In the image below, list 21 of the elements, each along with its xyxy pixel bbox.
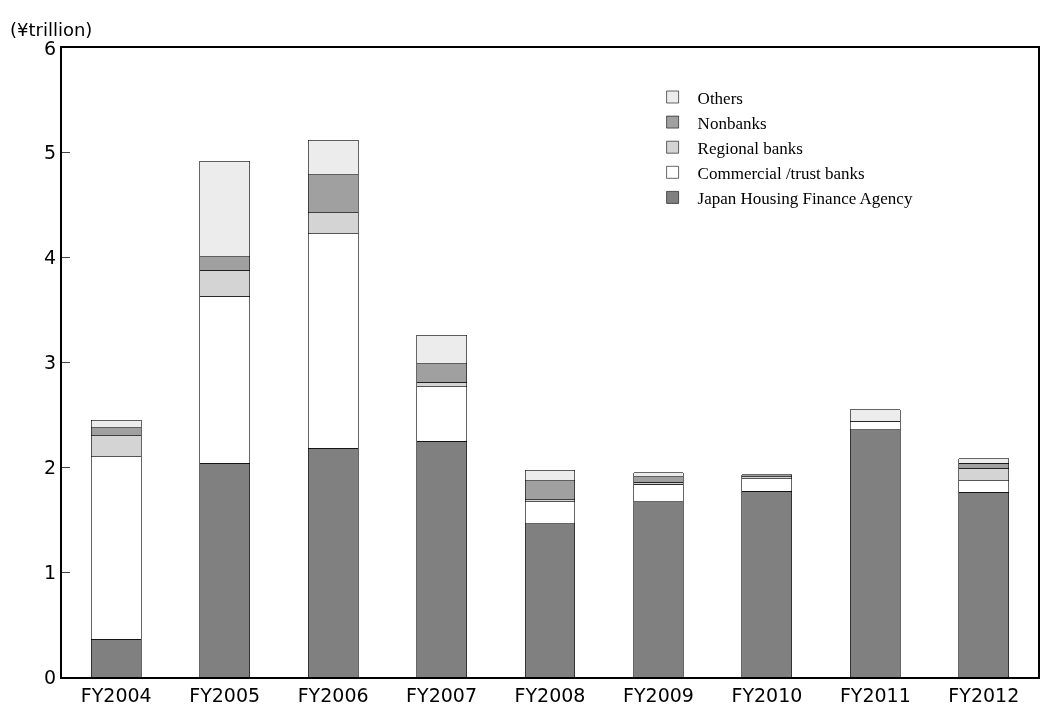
legend-label: Japan Housing Finance Agency [697,189,913,209]
x-tick-label: FY2006 [297,683,369,706]
y-tick-label: 2 [44,455,57,478]
y-tick-label: 5 [44,141,57,164]
x-tick-label: FY2011 [839,683,911,706]
x-tick-label: FY2010 [731,683,803,706]
legend-label: Commercial /trust banks [697,163,865,183]
legend-label: Nonbanks [697,113,767,133]
x-tick-label: FY2004 [80,683,152,706]
y-tick-label: 4 [44,246,57,269]
x-tick-label: FY2008 [514,683,586,706]
legend-label: Others [697,88,743,108]
x-tick-label: FY2007 [406,683,478,706]
y-tick-label: 3 [44,351,57,374]
y-tick-label: 1 [44,560,57,583]
bar [633,476,684,483]
x-tick-label: FY2005 [189,683,261,706]
x-tick-label: FY2012 [948,683,1020,706]
x-tick-label: FY2009 [622,683,694,706]
legend-label: Regional banks [697,138,803,158]
y-tick-label: 0 [44,665,57,688]
